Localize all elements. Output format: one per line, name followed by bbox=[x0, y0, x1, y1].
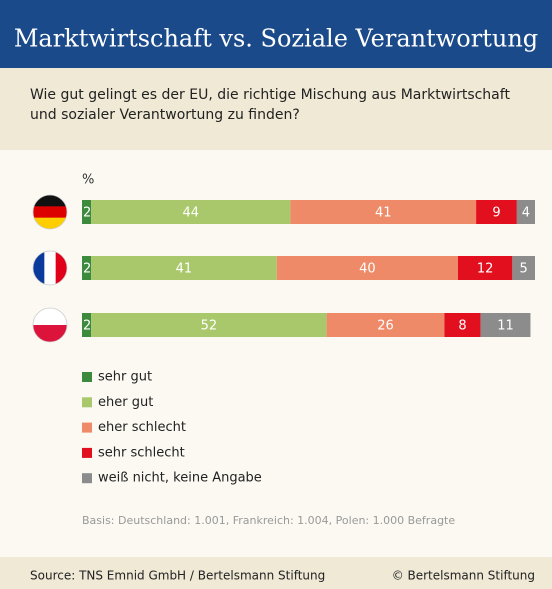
bar-segment bbox=[91, 200, 291, 224]
legend-label: sehr schlecht bbox=[98, 445, 185, 460]
bar-segment bbox=[512, 256, 535, 280]
flag-stripe bbox=[33, 206, 67, 219]
legend-swatch bbox=[82, 473, 92, 484]
bar-segment bbox=[290, 200, 477, 224]
bar-segment bbox=[82, 313, 92, 337]
value-label: 5 bbox=[520, 262, 528, 277]
flag-outline bbox=[32, 194, 68, 230]
legend-swatch bbox=[82, 447, 92, 458]
footer-band bbox=[0, 557, 552, 589]
bar-segment bbox=[91, 256, 277, 280]
flag-stripe bbox=[33, 195, 67, 207]
bar-segment bbox=[476, 200, 517, 224]
flag-outline bbox=[32, 307, 68, 343]
subtitle-line: und sozialer Verantwortung zu finden? bbox=[30, 107, 300, 123]
legend-swatch bbox=[82, 372, 92, 382]
legend-label: eher schlecht bbox=[98, 420, 186, 435]
flag-stripe bbox=[33, 308, 67, 326]
value-label: 44 bbox=[182, 206, 199, 221]
value-label: 41 bbox=[176, 262, 193, 277]
subtitle-band bbox=[0, 68, 552, 150]
flag-stripe bbox=[33, 217, 67, 229]
legend-label: eher gut bbox=[98, 395, 153, 410]
value-label: 41 bbox=[375, 206, 392, 221]
value-label: 11 bbox=[497, 319, 514, 334]
subtitle-line: Wie gut gelingt es der EU, die richtige … bbox=[30, 87, 510, 103]
legend-label: weiß nicht, keine Angabe bbox=[98, 471, 262, 486]
bar-segment bbox=[82, 256, 92, 280]
flag-stripe bbox=[33, 325, 67, 342]
value-label: 40 bbox=[359, 262, 376, 277]
value-label: 2 bbox=[83, 206, 91, 221]
legend-swatch bbox=[82, 422, 92, 433]
copyright: © Bertelsmann Stiftung bbox=[392, 569, 535, 583]
bar-segment bbox=[276, 256, 458, 280]
value-label: 2 bbox=[83, 319, 91, 334]
bar-segment bbox=[480, 313, 531, 337]
value-label: 8 bbox=[458, 319, 466, 334]
unit-label: % bbox=[82, 173, 94, 188]
flag-stripe bbox=[33, 251, 45, 285]
value-label: 52 bbox=[201, 319, 218, 334]
bar-segment bbox=[82, 200, 92, 224]
flag-stripe bbox=[55, 251, 67, 285]
source: Source: TNS Emnid GmbH / Bertelsmann Sti… bbox=[30, 569, 325, 583]
flag-stripe bbox=[44, 251, 57, 285]
bar-segment bbox=[457, 256, 513, 280]
flag-outline bbox=[32, 250, 68, 286]
value-label: 12 bbox=[477, 262, 494, 277]
note: Basis: Deutschland: 1.001, Frankreich: 1… bbox=[82, 514, 455, 527]
legend-label: sehr gut bbox=[98, 370, 152, 385]
header bbox=[0, 0, 552, 68]
value-label: 4 bbox=[522, 206, 530, 221]
bar-segment bbox=[326, 313, 445, 337]
bar-segment bbox=[516, 200, 535, 224]
bar-segment bbox=[444, 313, 481, 337]
chart-title: Marktwirtschaft vs. Soziale Verantwortun… bbox=[14, 25, 538, 53]
legend-swatch bbox=[82, 397, 92, 408]
value-label: 9 bbox=[492, 206, 500, 221]
value-label: 2 bbox=[83, 262, 91, 277]
bar-segment bbox=[91, 313, 327, 337]
value-label: 26 bbox=[377, 319, 394, 334]
